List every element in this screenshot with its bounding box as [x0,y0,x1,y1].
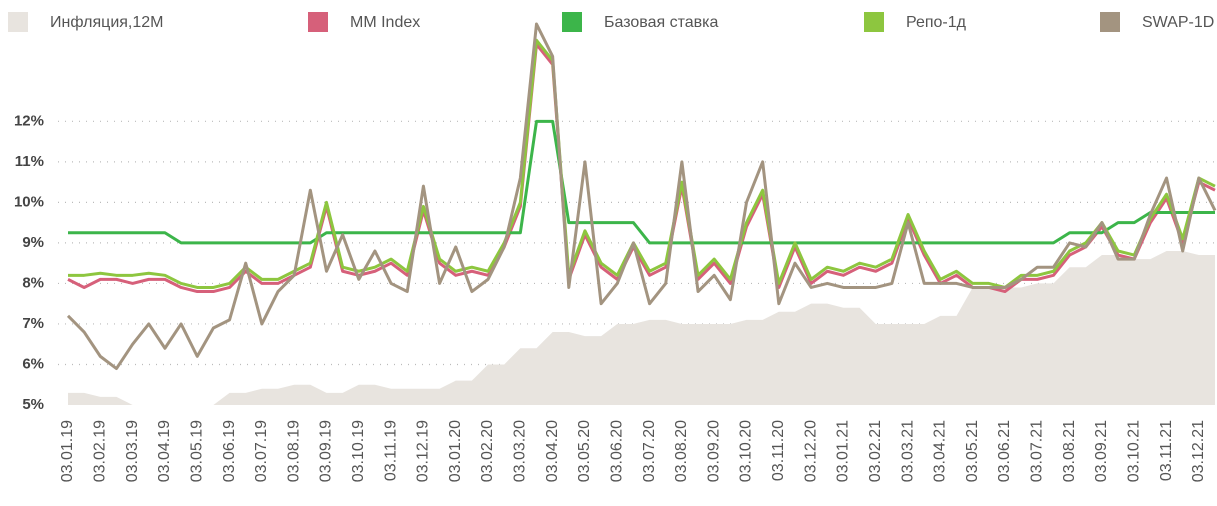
x-tick-label: 03.03.21 [899,420,916,482]
x-tick-label: 03.02.21 [867,420,884,482]
line [68,38,1216,289]
y-tick-label: 10% [14,193,44,210]
x-tick-label: 03.10.21 [1125,420,1142,482]
x-tick-label: 03.09.19 [318,420,335,482]
x-tick-label: 03.01.20 [447,420,464,482]
legend-label: Базовая ставка [604,14,719,31]
x-tick-label: 03.05.21 [964,420,981,482]
x-tick-label: 03.05.20 [576,420,593,482]
x-tick-label: 03.04.20 [544,420,561,482]
x-tick-label: 03.06.21 [996,420,1013,482]
line [66,22,1217,371]
legend-swatch [864,12,884,32]
y-tick-label: 8% [22,274,44,291]
x-tick-label: 03.03.20 [512,420,529,482]
x-tick-label: 03.07.19 [253,420,270,482]
x-tick-label: 03.04.19 [156,420,173,482]
x-tick-label: 03.07.21 [1029,420,1046,482]
x-tick-label: 03.08.21 [1061,420,1078,482]
x-tick-label: 03.11.20 [770,420,787,481]
y-tick-label: 5% [22,396,44,413]
x-tick-label: 03.02.19 [92,420,109,482]
y-tick-label: 11% [15,153,44,170]
x-tick-label: 03.10.20 [738,420,755,482]
x-tick-label: 03.04.21 [932,420,949,482]
x-tick-label: 03.01.19 [59,420,76,482]
x-tick-label: 03.11.19 [382,420,399,481]
x-tick-label: 03.09.20 [705,420,722,482]
legend-swatch [308,12,328,32]
legend-label: MM Index [350,14,420,31]
legend-label: Инфляция,12M [50,14,163,31]
x-tick-label: 03.11.21 [1158,420,1175,481]
x-tick-label: 03.08.20 [673,420,690,482]
x-tick-label: 03.03.19 [124,420,141,482]
x-tick-label: 03.07.20 [641,420,658,482]
x-tick-label: 03.10.19 [350,420,367,482]
legend-label: SWAP-1D [1142,14,1214,31]
area [68,251,1215,405]
y-tick-label: 6% [22,355,44,372]
legend-label: Репо-1д [906,14,967,31]
x-tick-label: 03.12.20 [802,420,819,482]
y-tick-label: 9% [22,234,44,251]
line [67,42,1216,294]
x-tick-label: 03.12.19 [415,420,432,482]
legend-swatch [562,12,582,32]
x-tick-label: 03.06.20 [608,420,625,482]
y-tick-label: 7% [22,315,44,332]
x-tick-label: 03.08.19 [285,420,302,482]
y-tick-label: 12% [14,112,44,129]
legend-swatch [1100,12,1120,32]
x-tick-label: 03.05.19 [188,420,205,482]
x-tick-label: 03.12.21 [1190,420,1207,482]
x-tick-label: 03.02.20 [479,420,496,482]
legend-swatch [8,12,28,32]
line [68,119,1215,245]
x-tick-label: 03.06.19 [221,420,238,482]
x-tick-label: 03.09.21 [1093,420,1110,482]
x-tick-label: 03.01.21 [835,420,852,482]
